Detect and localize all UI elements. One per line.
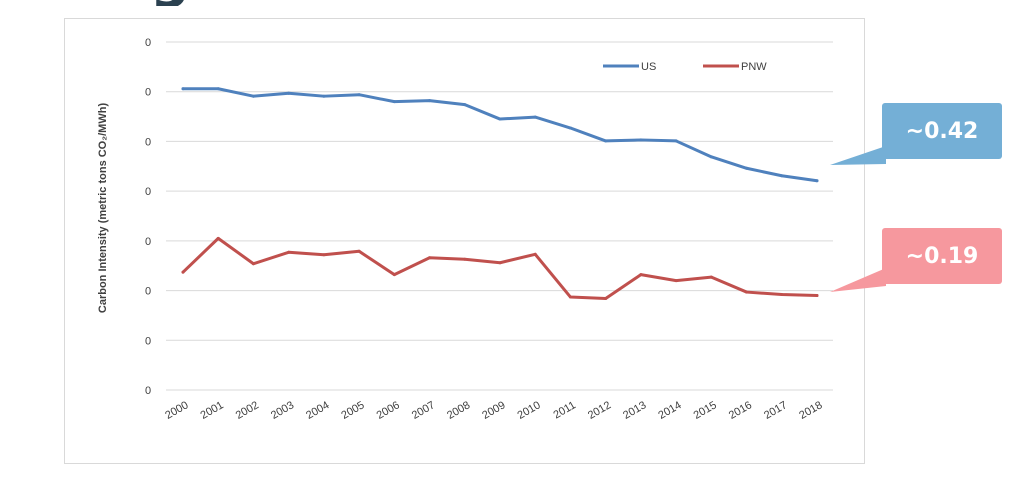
legend: US PNW <box>603 61 767 73</box>
x-tick-label: 2006 <box>375 399 402 422</box>
x-tick-label: 2002 <box>234 399 261 422</box>
x-tick-label: 2014 <box>656 399 683 422</box>
us-data-point <box>604 139 608 143</box>
us-data-point <box>815 179 819 183</box>
us-data-point <box>428 99 432 103</box>
us-data-point <box>639 138 643 142</box>
series-lines <box>181 87 819 301</box>
pnw-data-point <box>533 252 537 256</box>
pnw-data-point <box>745 290 749 294</box>
cropped-title-glyph: g <box>150 0 210 6</box>
y-tick-label: 0 <box>145 335 151 347</box>
us-data-point <box>251 94 255 98</box>
y-tick-label: 0 <box>145 87 151 99</box>
us-data-point <box>357 93 361 97</box>
x-tick-labels: 2000 2001 2002 2003 2004 2005 2006 2007 2008 2009… <box>163 399 824 422</box>
x-tick-label: 2012 <box>586 399 613 422</box>
us-data-point <box>709 155 713 159</box>
x-tick-label: 2016 <box>727 399 754 422</box>
pnw-data-point <box>674 279 678 283</box>
us-data-point <box>463 103 467 107</box>
y-tick-label: 0 <box>145 136 151 148</box>
pnw-data-point <box>709 275 713 279</box>
pnw-data-point <box>181 270 185 274</box>
y-tick-label: 0 <box>145 385 151 397</box>
pnw-data-point <box>357 249 361 253</box>
y-axis-label: Carbon Intensity (metric tons CO₂/MWh) <box>97 103 109 314</box>
pnw-data-point <box>251 262 255 266</box>
pnw-data-point <box>815 294 819 298</box>
x-tick-label: 2018 <box>797 399 824 422</box>
y-tick-label: 0 <box>145 186 151 198</box>
us-series-line <box>181 87 819 183</box>
pnw-data-point <box>568 295 572 299</box>
pnw-data-point <box>287 250 291 254</box>
x-tick-label: 2005 <box>339 399 366 422</box>
x-tick-label: 2007 <box>410 399 437 422</box>
pnw-data-point <box>498 261 502 265</box>
x-tick-label: 2001 <box>199 399 226 422</box>
gridlines <box>166 41 833 391</box>
pnw-data-point <box>780 293 784 297</box>
us-data-point <box>533 115 537 119</box>
us-data-point <box>780 174 784 178</box>
y-tick-label: 0 <box>145 236 151 248</box>
us-callout-box: ~0.42 <box>882 103 1002 159</box>
y-tick-labels: 0 0 0 0 0 0 0 0 <box>145 37 151 397</box>
x-tick-label: 2011 <box>551 399 577 421</box>
us-callout-label: ~0.42 <box>905 118 979 144</box>
us-data-point <box>498 117 502 121</box>
legend-label: PNW <box>741 61 767 73</box>
pnw-callout-box: ~0.19 <box>882 228 1002 284</box>
legend-label: US <box>641 61 656 73</box>
x-tick-label: 2017 <box>762 399 789 422</box>
x-tick-label: 2008 <box>445 399 472 422</box>
us-data-point <box>216 87 220 91</box>
pnw-data-point <box>639 273 643 277</box>
pnw-callout-label: ~0.19 <box>905 243 979 269</box>
pnw-data-point <box>322 253 326 257</box>
us-data-point <box>322 94 326 98</box>
x-tick-label: 2013 <box>621 399 648 422</box>
pnw-data-point <box>463 257 467 261</box>
y-tick-label: 0 <box>145 286 151 298</box>
us-data-point <box>287 91 291 95</box>
x-tick-label: 2000 <box>163 399 190 422</box>
us-data-point <box>181 87 185 91</box>
x-tick-label: 2003 <box>269 399 296 422</box>
x-tick-label: 2009 <box>480 399 507 422</box>
pnw-data-point <box>604 297 608 301</box>
x-tick-label: 2004 <box>304 399 331 422</box>
pnw-data-point <box>216 236 220 240</box>
pnw-callout-pointer <box>830 268 886 292</box>
x-tick-label: 2015 <box>692 399 719 422</box>
cropped-title-fragment: g <box>150 0 210 6</box>
us-data-point <box>568 126 572 130</box>
pnw-data-point <box>392 273 396 277</box>
pnw-data-point <box>428 256 432 260</box>
us-data-point <box>745 166 749 170</box>
us-data-point <box>674 139 678 143</box>
pnw-series-line <box>181 236 819 301</box>
y-tick-label: 0 <box>145 37 151 49</box>
us-data-point <box>392 100 396 104</box>
us-callout-pointer <box>830 146 886 165</box>
x-tick-label: 2010 <box>516 399 543 422</box>
